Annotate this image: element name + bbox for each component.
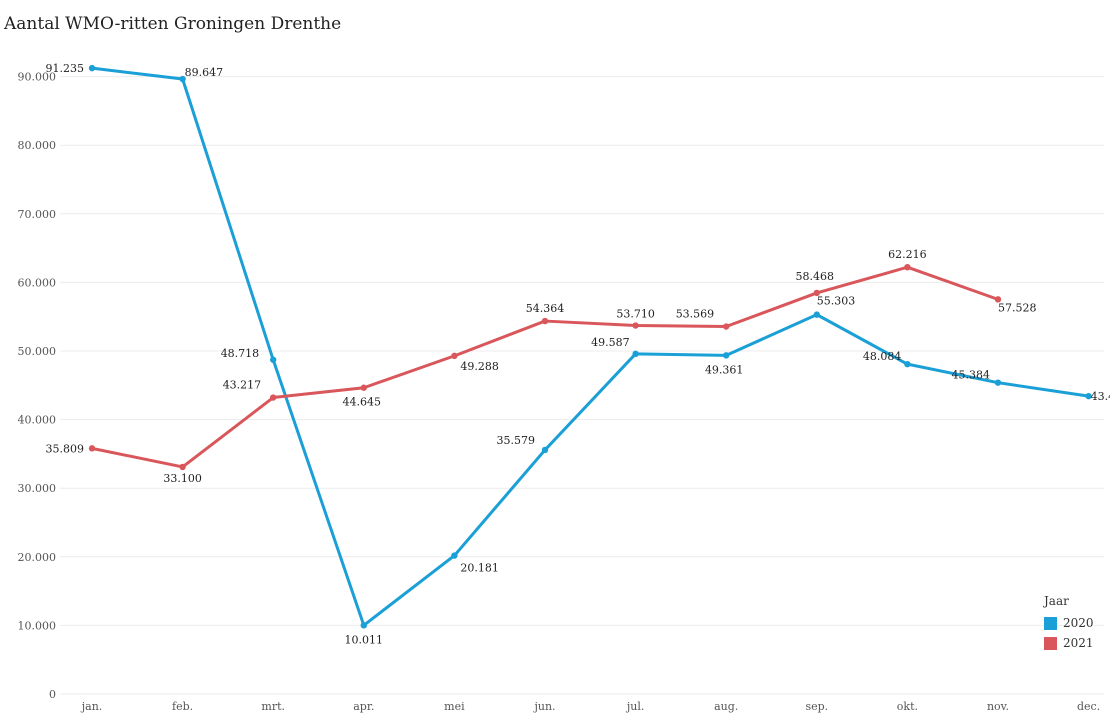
data-point-2020[interactable] (723, 352, 730, 359)
legend-item-2020[interactable]: 2020 (1044, 613, 1094, 633)
data-point-2020[interactable] (813, 311, 820, 318)
data-point-2021[interactable] (360, 384, 367, 391)
data-point-2020[interactable] (179, 75, 186, 83)
data-point-2020[interactable] (994, 379, 1002, 386)
data-label-2021: 53.710 (616, 308, 655, 321)
x-tick-label: okt. (897, 700, 918, 713)
data-label-2020: 43.420 (1091, 390, 1110, 403)
data-label-2020: 55.303 (817, 295, 856, 308)
legend-label-2020: 2020 (1063, 616, 1094, 630)
data-label-2020: 49.587 (591, 336, 630, 349)
y-tick-label: 30.000 (18, 482, 57, 495)
data-label-2021: 54.364 (526, 302, 565, 315)
data-point-2020[interactable] (904, 360, 911, 368)
y-tick-label: 50.000 (18, 345, 57, 358)
x-tick-label: sep. (805, 700, 828, 713)
series-lines (88, 64, 1092, 629)
x-tick-label: feb. (172, 700, 193, 713)
data-label-2021: 57.528 (998, 301, 1037, 314)
y-tick-label: 0 (49, 688, 56, 701)
x-tick-label: jul. (625, 700, 645, 713)
data-label-2020: 45.384 (952, 369, 991, 382)
data-label-2020: 91.235 (46, 62, 85, 75)
data-point-2021[interactable] (632, 322, 639, 329)
data-label-2020: 35.579 (497, 434, 536, 447)
data-label-2021: 58.468 (796, 270, 835, 283)
data-label-2021: 49.288 (460, 360, 499, 373)
data-label-2020: 49.361 (705, 363, 744, 376)
data-point-2020[interactable] (632, 350, 639, 358)
y-tick-label: 80.000 (18, 139, 57, 152)
data-point-2021[interactable] (904, 263, 911, 271)
data-label-2020: 89.647 (185, 66, 224, 79)
y-tick-label: 90.000 (18, 71, 57, 84)
data-label-2021: 44.645 (343, 396, 382, 409)
x-tick-label: mrt. (261, 700, 285, 713)
data-point-2021[interactable] (813, 289, 820, 297)
data-point-2020[interactable] (88, 64, 96, 72)
data-point-2021[interactable] (88, 445, 96, 452)
y-tick-label: 10.000 (18, 619, 57, 632)
y-tick-label: 60.000 (18, 276, 57, 289)
data-point-2021[interactable] (541, 317, 549, 325)
x-tick-label: jun. (532, 700, 555, 713)
x-tick-label: aug. (714, 700, 738, 713)
legend-swatch-2020 (1044, 616, 1057, 630)
x-tick-label: dec. (1077, 700, 1100, 713)
data-label-2020: 20.181 (460, 562, 499, 575)
data-label-2021: 33.100 (163, 472, 202, 485)
y-axis-tick-labels: 0 10.000 20.000 30.000 40.000 50.000 60.000 70.… (18, 71, 57, 701)
x-axis-tick-labels: jan. feb. mrt. apr. mei jun. jul. aug. sep. okt. n… (80, 700, 1100, 713)
legend: Jaar 2020 2021 (1044, 594, 1094, 653)
data-point-2021[interactable] (723, 323, 730, 330)
y-tick-label: 20.000 (18, 551, 57, 564)
data-point-2020[interactable] (360, 622, 367, 629)
data-point-2021[interactable] (994, 296, 1002, 303)
data-label-2021: 62.216 (888, 248, 927, 261)
data-label-2021: 35.809 (46, 442, 85, 455)
y-tick-label: 40.000 (18, 414, 57, 427)
series-line-2021 (91, 265, 999, 469)
legend-item-2021[interactable]: 2021 (1044, 633, 1094, 653)
legend-label-2021: 2021 (1063, 636, 1094, 650)
data-point-2020[interactable] (1085, 392, 1092, 400)
data-point-2021[interactable] (451, 352, 458, 360)
data-label-2021: 53.569 (676, 308, 715, 321)
data-labels: 91.235 89.647 48.718 10.011 20.181 35.579 49.5… (46, 62, 1110, 646)
data-label-2020: 48.084 (863, 350, 902, 363)
data-point-2021[interactable] (179, 463, 186, 471)
legend-title: Jaar (1044, 594, 1069, 608)
series-line-2020 (91, 66, 1089, 627)
data-label-2020: 48.718 (221, 347, 260, 360)
data-point-2020[interactable] (541, 446, 549, 454)
y-tick-label: 70.000 (18, 208, 57, 221)
x-tick-label: nov. (987, 700, 1009, 713)
data-label-2021: 43.217 (223, 379, 262, 392)
gridlines (60, 76, 1104, 695)
x-tick-label: mei (444, 700, 465, 713)
data-point-2021[interactable] (270, 394, 277, 401)
data-label-2020: 10.011 (345, 633, 384, 646)
data-point-2020[interactable] (270, 356, 277, 363)
legend-swatch-2021 (1044, 636, 1057, 650)
chart-title: Aantal WMO-ritten Groningen Drenthe (4, 14, 342, 34)
data-point-2020[interactable] (451, 552, 458, 559)
x-tick-label: apr. (353, 700, 374, 713)
x-tick-label: jan. (80, 700, 103, 713)
